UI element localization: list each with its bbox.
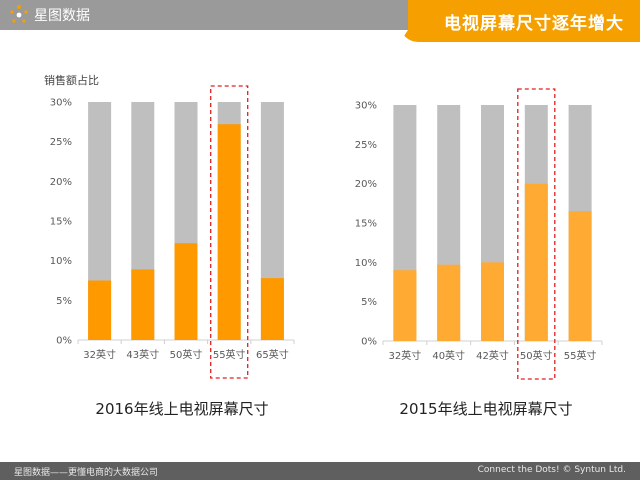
chart2-bar-value <box>393 270 417 341</box>
chart2-xtick: 40英寸 <box>432 349 465 362</box>
chart2-highlight-box <box>517 88 556 380</box>
chart1-xtick: 32英寸 <box>83 348 116 361</box>
chart2-bar-value <box>481 262 504 341</box>
chart1-bar-value <box>88 280 112 340</box>
chart2-ytick: 0% <box>361 337 377 348</box>
header-bar: 星图数据 电视屏幕尺寸逐年增大 <box>0 0 640 42</box>
chart2-bar-value <box>568 211 592 341</box>
chart2-ytick: 30% <box>355 101 377 112</box>
chart1-xtick: 50英寸 <box>170 348 203 361</box>
chart2-xtick: 32英寸 <box>389 349 422 362</box>
chart1-ytick: 30% <box>50 98 72 109</box>
header-orange-tab <box>400 0 640 42</box>
chart2-ytick: 20% <box>355 179 377 190</box>
brand: 星图数据 <box>8 4 90 26</box>
chart2-ytick: 5% <box>361 297 377 308</box>
footer-bar: 星图数据——更懂电商的大数据公司 Connect the Dots! © Syn… <box>0 462 640 480</box>
chart1-bar-value <box>217 124 241 340</box>
chart1-ytick: 15% <box>50 217 72 228</box>
brand-name: 星图数据 <box>34 8 90 24</box>
chart2-xtick: 55英寸 <box>564 349 597 362</box>
chart1-ytick: 20% <box>50 177 72 188</box>
page-title: 电视屏幕尺寸逐年增大 <box>444 14 624 34</box>
chart1-bar-value <box>174 243 198 340</box>
star-logo-icon <box>10 5 28 23</box>
chart1-ylabel: 销售额占比 <box>44 74 99 87</box>
chart1-title: 2016年线上电视屏幕尺寸 <box>95 400 269 418</box>
footer-tagline: 星图数据——更懂电商的大数据公司 <box>14 468 159 478</box>
chart2-xtick: 42英寸 <box>476 349 509 362</box>
chart1-xtick: 43英寸 <box>126 348 159 361</box>
chart1-ytick: 0% <box>56 336 72 347</box>
chart1-ytick: 25% <box>50 137 72 148</box>
chart2-ytick: 25% <box>355 140 377 151</box>
chart2-title: 2015年线上电视屏幕尺寸 <box>399 400 573 418</box>
chart2-bar-value <box>524 183 548 341</box>
chart1-bar-value <box>131 269 155 340</box>
chart2-ytick: 10% <box>355 258 377 269</box>
chart1-highlight-box <box>210 85 249 379</box>
chart2-ytick: 15% <box>355 219 377 230</box>
footer-copyright: Connect the Dots! © Syntun Ltd. <box>477 465 626 475</box>
chart2-xtick: 50英寸 <box>520 349 553 362</box>
chart2-bar-value <box>437 264 461 341</box>
chart1-xtick: 65英寸 <box>256 348 289 361</box>
chart1-ytick: 5% <box>56 296 72 307</box>
chart1-xtick: 55英寸 <box>213 348 246 361</box>
chart1-bar-value <box>260 278 284 340</box>
chart1-ytick: 10% <box>50 256 72 267</box>
